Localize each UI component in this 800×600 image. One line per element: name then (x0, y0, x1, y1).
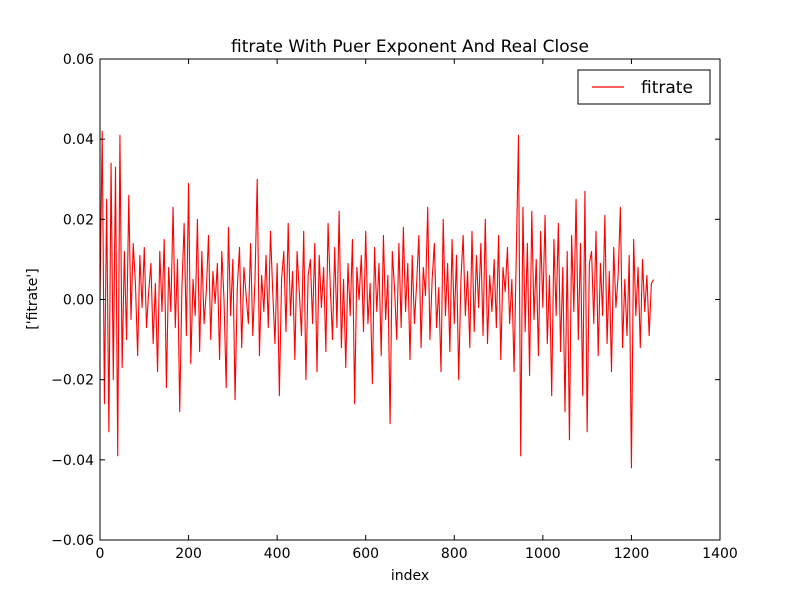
x-tick-label: 200 (175, 546, 202, 562)
y-tick-label: −0.04 (51, 453, 94, 469)
x-tick-label: 1200 (614, 546, 650, 562)
x-tick-label: 1400 (702, 546, 738, 562)
x-tick-label: 1000 (525, 546, 561, 562)
ticks-layer: 0 200 400 600 800 1000 1200 1400 −0.06 −0.04 −0.02… (51, 52, 738, 562)
series-line-fitrate (99, 130, 655, 469)
legend-label: fitrate (641, 78, 693, 98)
x-axis-title: index (391, 568, 429, 584)
legend: fitrate (577, 69, 711, 105)
x-tick-label: 400 (264, 546, 291, 562)
y-tick-label: 0.04 (63, 132, 94, 148)
y-axis-title: ['fitrate'] (25, 268, 41, 329)
x-tick-label: 0 (96, 546, 105, 562)
y-tick-label: −0.02 (51, 373, 94, 389)
y-tick-label: 0.00 (63, 293, 94, 309)
x-tick-label: 800 (441, 546, 468, 562)
y-tick-label: −0.06 (51, 533, 94, 549)
series-layer (99, 130, 655, 469)
x-tick-label: 600 (352, 546, 379, 562)
chart-title: fitrate With Puer Exponent And Real Clos… (231, 37, 589, 57)
y-tick-label: 0.02 (63, 212, 94, 228)
y-tick-label: 0.06 (63, 52, 94, 68)
